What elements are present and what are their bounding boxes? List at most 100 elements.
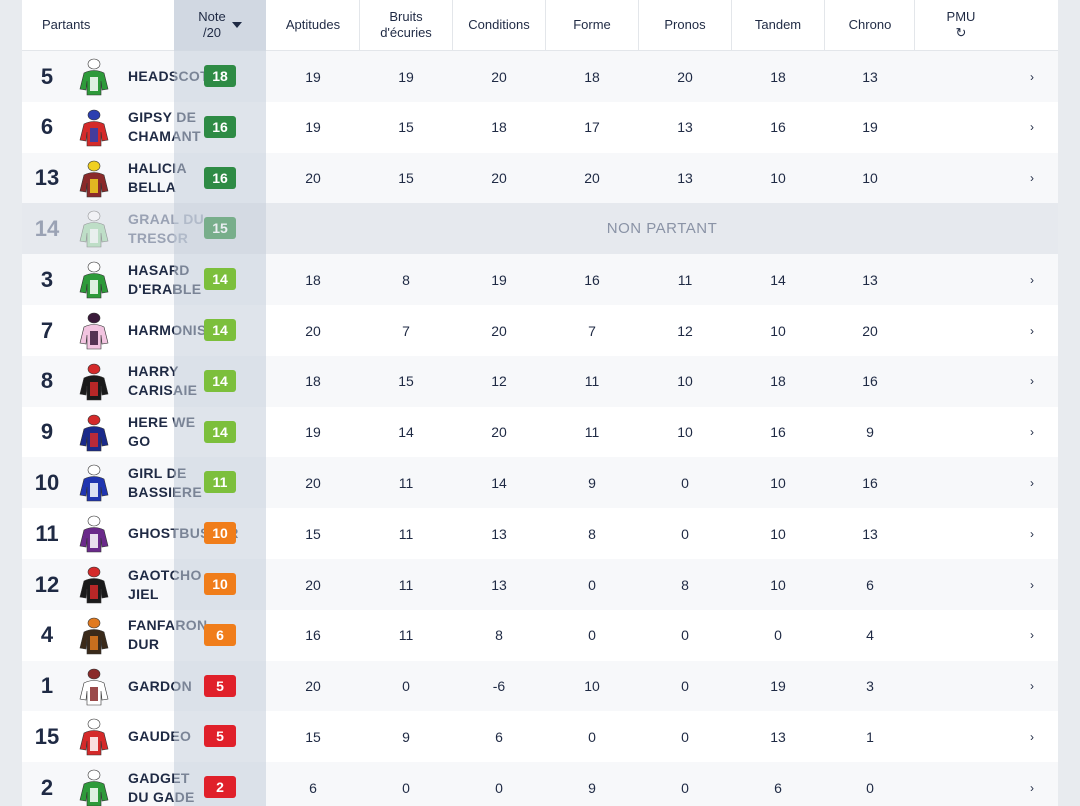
runner-name-text: GAOTCHO JIEL [128, 566, 202, 602]
runner-name[interactable]: GADGET DU GADE [128, 762, 256, 806]
cell-aptitudes: 19 [305, 424, 321, 441]
runner-name[interactable]: HALICIA BELLA [128, 153, 256, 204]
jockey-silk-icon [79, 769, 109, 806]
refresh-icon[interactable]: ↻ [955, 25, 967, 40]
cell-bruits: 19 [398, 68, 414, 85]
cell-pronos: 13 [677, 170, 693, 187]
table-row[interactable]: 2 GADGET DU GADE 2 6 0 0 9 0 6 0 › [22, 762, 1058, 806]
jockey-silk-icon [79, 109, 109, 147]
header-aptitudes[interactable]: Aptitudes [267, 0, 359, 50]
runner-number: 2 [40, 774, 54, 800]
cell-bruits: 0 [402, 779, 410, 796]
note-badge: 16 [204, 166, 236, 189]
table-row[interactable]: 7 HARMONISTE 14 20 7 20 7 12 10 20 › [22, 305, 1058, 357]
header-pmu[interactable]: PMU ↻ [915, 0, 1007, 50]
header-partants[interactable]: Partants [42, 0, 162, 50]
chevron-right-icon[interactable]: › [1030, 628, 1034, 643]
cell-aptitudes: 20 [305, 576, 321, 593]
runner-name[interactable]: GAOTCHO JIEL [128, 559, 256, 610]
runner-name-text: FANFARON DUR [128, 617, 208, 653]
runner-name[interactable]: HARMONISTE [128, 305, 256, 356]
header-chrono[interactable]: Chrono [825, 0, 915, 50]
table-row[interactable]: 12 GAOTCHO JIEL 10 20 11 13 0 8 10 6 › [22, 559, 1058, 611]
chevron-right-icon[interactable]: › [1030, 577, 1034, 592]
runner-name[interactable]: GRAAL DU TRESOR [128, 203, 256, 254]
non-partant-label: NON PARTANT [606, 220, 718, 238]
runner-name[interactable]: HEADSCOT [128, 51, 256, 102]
cell-pronos: 20 [677, 68, 693, 85]
header-aptitudes-label: Aptitudes [285, 17, 341, 32]
cell-chrono: 0 [866, 779, 874, 796]
header-conditions[interactable]: Conditions [453, 0, 545, 50]
chevron-right-icon[interactable]: › [1030, 272, 1034, 287]
header-tandem[interactable]: Tandem [732, 0, 824, 50]
runner-name-text: GIPSY DE CHAMANT [128, 109, 201, 145]
header-note-sort[interactable]: Note /20 [174, 0, 266, 50]
cell-tandem: 13 [770, 728, 786, 745]
cell-bruits: 11 [398, 525, 414, 542]
chevron-right-icon[interactable]: › [1030, 729, 1034, 744]
chevron-right-icon[interactable]: › [1030, 679, 1034, 694]
jockey-silk-icon [79, 58, 109, 96]
cell-conditions: 20 [491, 68, 507, 85]
cell-forme: 18 [584, 68, 600, 85]
chevron-right-icon[interactable]: › [1030, 475, 1034, 490]
table-row[interactable]: 8 HARRY CARISAIE 14 18 15 12 11 10 18 16 › [22, 355, 1058, 408]
cell-forme: 11 [584, 373, 600, 390]
cell-tandem: 10 [770, 170, 786, 187]
table-row[interactable]: 4 FANFARON DUR 6 16 11 8 0 0 0 4 › [22, 609, 1058, 662]
cell-tandem: 19 [770, 678, 786, 695]
chevron-right-icon[interactable]: › [1030, 171, 1034, 186]
cell-aptitudes: 19 [305, 119, 321, 136]
cell-conditions: 20 [491, 424, 507, 441]
runner-name[interactable]: HERE WE GO [128, 407, 256, 458]
table-row[interactable]: 5 HEADSCOT 18 19 19 20 18 20 18 13 › [22, 51, 1058, 103]
chevron-right-icon[interactable]: › [1030, 526, 1034, 541]
table-row[interactable]: 10 GIRL DE BASSIERE 11 20 11 14 9 0 10 16 › [22, 457, 1058, 510]
runner-name[interactable]: HARRY CARISAIE [128, 356, 256, 407]
table-row[interactable]: 15 GAUDEO 5 15 9 6 0 0 13 1 › [22, 711, 1058, 764]
cell-pronos: 0 [681, 779, 689, 796]
cell-forme: 7 [588, 322, 596, 339]
runner-name-text: GIRL DE BASSIERE [128, 464, 202, 500]
runner-name[interactable]: FANFARON DUR [128, 610, 256, 661]
cell-pronos: 11 [677, 271, 693, 288]
table-row[interactable]: 13 HALICIA BELLA 16 20 15 20 20 13 10 10 › [22, 152, 1058, 205]
table-row[interactable]: 1 GARDON 5 20 0 -6 10 0 19 3 › [22, 660, 1058, 713]
chevron-right-icon[interactable]: › [1030, 120, 1034, 135]
header-forme[interactable]: Forme [546, 0, 638, 50]
jockey-silk-icon [79, 465, 109, 502]
chevron-right-icon[interactable]: › [1030, 323, 1034, 338]
header-pronos[interactable]: Pronos [639, 0, 731, 50]
runner-name[interactable]: GHOSTBUSTER [128, 508, 256, 559]
chevron-right-icon[interactable]: › [1030, 780, 1034, 795]
runner-name[interactable]: GARDON [128, 661, 256, 712]
table-row[interactable]: 3 HASARD D'ERABLE 14 18 8 19 16 11 14 13 › [22, 254, 1058, 307]
cell-aptitudes: 15 [305, 728, 321, 745]
cell-pronos: 0 [681, 525, 689, 542]
cell-bruits: 15 [398, 170, 414, 187]
runner-name[interactable]: GIRL DE BASSIERE [128, 457, 256, 508]
table-row[interactable]: 9 HERE WE GO 14 19 14 20 11 10 16 9 › [22, 406, 1058, 459]
table-row[interactable]: 6 GIPSY DE CHAMANT 16 19 15 18 17 13 16 19 › [22, 101, 1058, 154]
runner-number: 6 [40, 114, 54, 140]
table-row[interactable]: 14 GRAAL DU TRESOR 15 NON PARTANT [22, 203, 1058, 256]
runner-name-text: HARRY CARISAIE [128, 363, 198, 399]
chevron-right-icon[interactable]: › [1030, 425, 1034, 440]
header-tandem-label: Tandem [754, 17, 802, 32]
runner-number: 5 [40, 63, 54, 89]
runner-name[interactable]: GAUDEO [128, 711, 256, 762]
chevron-right-icon[interactable]: › [1030, 374, 1034, 389]
header-pronos-label: Pronos [664, 17, 706, 32]
table-header: Partants Note /20 Aptitudes Bruits d'écu… [22, 0, 1058, 51]
header-bruits-label-2: d'écuries [380, 25, 432, 40]
jockey-silk-icon [79, 515, 109, 553]
cell-tandem: 18 [770, 68, 786, 85]
table-row[interactable]: 11 GHOSTBUSTER 10 15 11 13 8 0 10 13 › [22, 508, 1058, 561]
runner-name[interactable]: GIPSY DE CHAMANT [128, 102, 256, 153]
jockey-silk-icon [79, 617, 109, 655]
cell-chrono: 13 [862, 68, 878, 85]
header-bruits[interactable]: Bruits d'écuries [360, 0, 452, 50]
runner-name[interactable]: HASARD D'ERABLE [128, 254, 256, 305]
chevron-right-icon[interactable]: › [1030, 69, 1034, 84]
